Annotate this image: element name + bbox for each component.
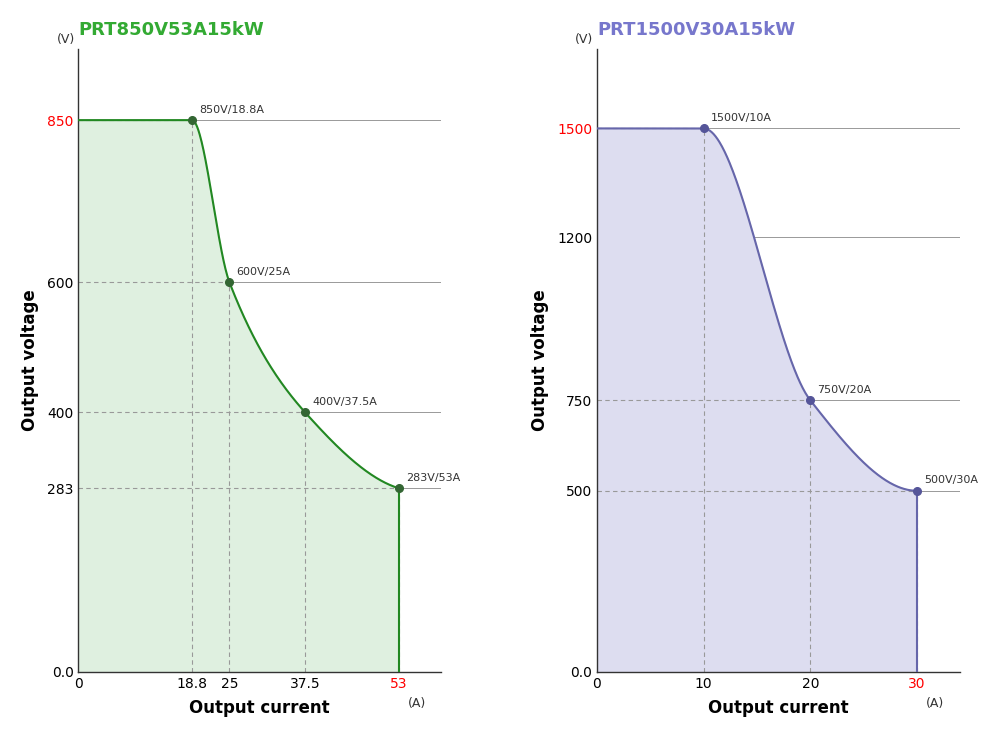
- Text: 400V/37.5A: 400V/37.5A: [312, 397, 377, 407]
- Text: (A): (A): [408, 697, 426, 710]
- Text: (V): (V): [57, 32, 75, 46]
- Y-axis label: Output voltage: Output voltage: [531, 289, 549, 431]
- Text: 750V/20A: 750V/20A: [818, 384, 872, 395]
- Polygon shape: [78, 120, 399, 672]
- Text: (V): (V): [575, 32, 593, 46]
- Text: 283V/53A: 283V/53A: [406, 473, 460, 483]
- Text: PRT850V53A15kW: PRT850V53A15kW: [78, 21, 264, 39]
- Text: 850V/18.8A: 850V/18.8A: [199, 105, 264, 114]
- Text: 1500V/10A: 1500V/10A: [711, 113, 772, 123]
- Text: PRT1500V30A15kW: PRT1500V30A15kW: [597, 21, 795, 39]
- Text: 500V/30A: 500V/30A: [924, 475, 978, 486]
- Y-axis label: Output voltage: Output voltage: [21, 289, 39, 431]
- X-axis label: Output current: Output current: [189, 699, 330, 717]
- X-axis label: Output current: Output current: [708, 699, 849, 717]
- Polygon shape: [597, 128, 917, 672]
- Text: (A): (A): [926, 697, 944, 710]
- Text: 600V/25A: 600V/25A: [237, 267, 291, 277]
